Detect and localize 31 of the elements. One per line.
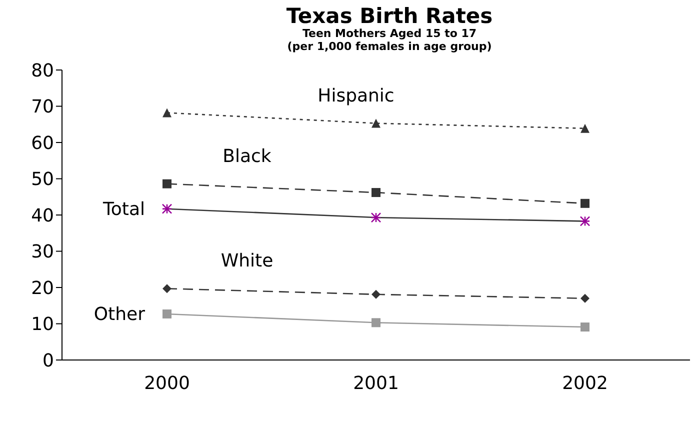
y-tick-label: 30: [31, 242, 54, 263]
y-tick-label: 20: [31, 278, 54, 299]
y-tick-label: 40: [31, 205, 54, 226]
x-tick-label: 2000: [144, 372, 190, 394]
series-label: White: [220, 250, 274, 272]
point: [580, 294, 590, 303]
point: [580, 322, 590, 332]
point: [580, 124, 590, 133]
series-label: Other: [94, 304, 146, 325]
series-label: Hispanic: [318, 85, 394, 106]
point: [372, 290, 380, 299]
point: [162, 179, 172, 188]
point: [372, 188, 380, 198]
chart-title: Texas Birth Rates: [285, 4, 494, 28]
y-tick-label: 80: [31, 60, 54, 82]
chart-subtitle: Teen Mothers Aged 15 to 17 (per 1,000 females in age group): [286, 27, 493, 54]
series-label: Black: [222, 146, 272, 167]
y-tick-label: 0: [42, 350, 54, 372]
point: [162, 284, 172, 294]
y-tick-label: 50: [31, 169, 54, 190]
x-tick-label: 2001: [353, 372, 399, 394]
point: [162, 309, 172, 318]
point: [580, 198, 590, 208]
x-tick-label: 2002: [562, 372, 608, 394]
point: [372, 318, 380, 328]
y-tick-label: 70: [31, 96, 54, 118]
point: [162, 108, 172, 118]
point: [372, 118, 380, 128]
y-tick-label: 60: [31, 132, 54, 154]
y-tick-label: 10: [31, 314, 54, 336]
series-label: Total: [102, 198, 145, 220]
